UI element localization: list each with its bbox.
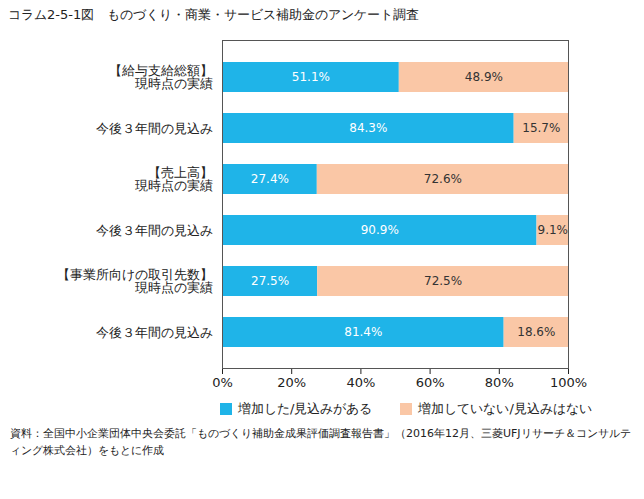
svg-text:80%: 80% <box>485 375 514 390</box>
svg-text:今後３年間の見込み: 今後３年間の見込み <box>96 223 213 238</box>
svg-text:48.9%: 48.9% <box>465 70 503 84</box>
svg-text:【給与支給総額】現時点の実績: 【給与支給総額】現時点の実績 <box>109 63 213 91</box>
svg-text:72.5%: 72.5% <box>424 274 462 288</box>
svg-text:18.6%: 18.6% <box>517 325 555 339</box>
svg-text:40%: 40% <box>346 375 375 390</box>
html-text:増加していない/見込みはない: 増加していない/見込みはない <box>418 401 592 416</box>
svg-text:27.4%: 27.4% <box>251 172 289 186</box>
html-text:コラム2-5-1図 ものづくり・商業・サービス補助金のアンケ: コラム2-5-1図 ものづくり・商業・サービス補助金のアンケート調査 <box>8 7 420 22</box>
svg-text:90.9%: 90.9% <box>361 223 399 237</box>
svg-text:今後３年間の見込み: 今後３年間の見込み <box>96 325 213 340</box>
html-text:増加した/見込みがある: 増加した/見込みがある <box>238 401 373 416</box>
svg-text:72.6%: 72.6% <box>424 172 462 186</box>
svg-text:51.1%: 51.1% <box>292 70 330 84</box>
svg-text:27.5%: 27.5% <box>251 274 289 288</box>
svg-text:【売上高】現時点の実績: 【売上高】現時点の実績 <box>135 165 213 193</box>
svg-text:【事業所向けの取引先数】現時点の実績: 【事業所向けの取引先数】現時点の実績 <box>57 267 213 295</box>
svg-text:81.4%: 81.4% <box>344 325 382 339</box>
svg-text:今後３年間の見込み: 今後３年間の見込み <box>96 121 213 136</box>
svg-text:0%: 0% <box>212 375 233 390</box>
svg-text:9.1%: 9.1% <box>538 223 569 237</box>
svg-text:100%: 100% <box>550 375 587 390</box>
html-text:資料：全国中小企業団体中央会委託「ものづくり補助金成果評価調: 資料：全国中小企業団体中央会委託「ものづくり補助金成果評価調査報告書」（2016… <box>10 427 631 457</box>
svg-text:60%: 60% <box>416 375 445 390</box>
svg-text:84.3%: 84.3% <box>349 121 387 135</box>
svg-text:20%: 20% <box>277 375 306 390</box>
svg-text:15.7%: 15.7% <box>522 121 560 135</box>
